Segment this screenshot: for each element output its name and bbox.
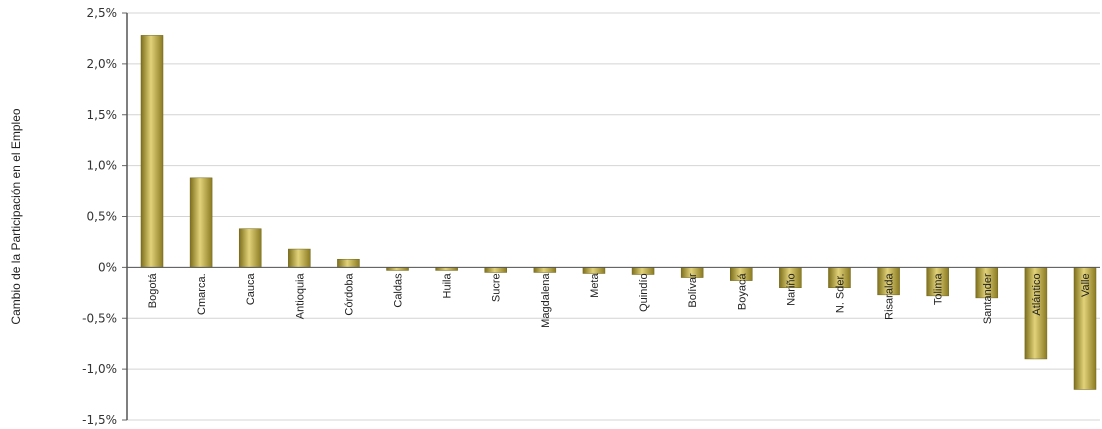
bar [533,267,557,273]
bar [238,228,262,268]
category-labels: Bogotá Cmarca. Cauca Antioquia Córdoba Caldas… [147,272,1092,327]
category-label: Cmarca. [196,273,208,315]
y-tick-label: 0% [98,260,117,274]
category-label: Caldas [393,273,405,308]
bar [337,258,360,268]
category-label: Meta [589,273,601,298]
bar [582,267,606,274]
category-label: Antioquia [294,272,306,319]
y-tick-label: 1,5% [87,108,118,122]
y-tick-label: -0,5% [82,311,117,325]
category-label: Bolívar [687,273,699,308]
category-label: Atlántico [1031,273,1043,315]
y-axis-ticks: 2,5% 2,0% 1,5% 1,0% 0,5% 0% -0,5% -1,0% -1,5% [82,6,117,427]
bars [140,35,1097,390]
category-label: Valle [1080,273,1092,297]
y-tick-label: -1,0% [82,362,117,376]
category-label: Cauca [245,272,257,305]
category-label: Bogotá [147,273,159,309]
category-label: Huila [442,273,454,299]
gridlines [122,12,1100,421]
bar [484,267,507,273]
category-label: Santander [982,273,994,324]
y-tick-label: 2,5% [87,6,118,20]
y-tick-label: 0,5% [87,210,118,224]
y-tick-label: 1,0% [87,159,118,173]
category-label: Sucre [491,273,503,302]
category-label: Quindío [638,273,650,312]
bar [140,35,164,268]
category-label: N. Sder. [834,273,846,313]
category-label: Boyacá [736,273,748,311]
category-label: Risaralda [884,272,896,319]
category-label: Magdalena [540,272,552,327]
y-tick-label: 2,0% [87,57,118,71]
y-axis-label: Cambio de la Participación en el Empleo [9,108,23,324]
bar [189,177,213,268]
category-label: Nariño [785,273,797,305]
y-tick-label: -1,5% [82,413,117,427]
category-label: Córdoba [343,273,355,316]
bar [288,248,311,268]
category-label: Tolima [933,273,945,306]
